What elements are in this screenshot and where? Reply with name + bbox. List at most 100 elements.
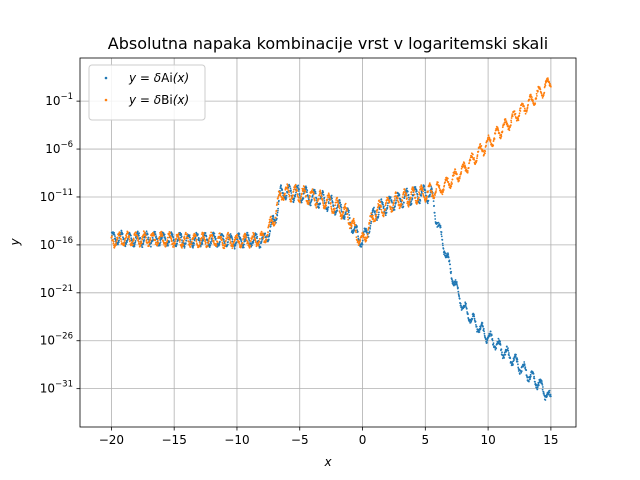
- data-point: [337, 202, 340, 205]
- data-point: [184, 242, 187, 245]
- data-point: [161, 233, 164, 236]
- data-point: [352, 217, 355, 220]
- data-point: [412, 190, 415, 193]
- data-point: [211, 237, 214, 240]
- data-point: [353, 221, 356, 224]
- data-point: [224, 244, 227, 247]
- data-point: [311, 189, 313, 192]
- data-point: [376, 219, 378, 222]
- data-point: [366, 231, 368, 234]
- legend: y = δAi(x)y = δBi(x): [88, 64, 206, 121]
- data-point: [536, 386, 539, 389]
- data-point: [330, 207, 333, 210]
- data-point: [519, 107, 522, 109]
- data-point: [384, 214, 387, 217]
- data-point: [391, 201, 393, 204]
- data-point: [376, 211, 378, 214]
- data-point: [329, 199, 331, 202]
- data-point: [290, 192, 293, 194]
- data-point: [424, 189, 427, 192]
- data-point: [500, 348, 503, 351]
- data-point: [250, 240, 252, 242]
- data-point: [394, 198, 396, 200]
- data-point: [171, 233, 174, 236]
- data-point: [471, 318, 474, 320]
- data-point: [133, 243, 136, 246]
- data-point: [293, 188, 296, 191]
- data-point: [131, 243, 134, 246]
- data-point: [442, 247, 445, 250]
- data-point: [375, 215, 378, 218]
- data-point: [407, 193, 410, 196]
- data-point: [159, 241, 162, 244]
- data-point: [400, 205, 402, 208]
- data-point: [189, 236, 191, 239]
- plot-frame: [79, 57, 577, 428]
- data-point: [225, 239, 227, 242]
- data-point: [503, 357, 506, 359]
- data-point: [467, 313, 469, 316]
- data-point: [343, 208, 346, 211]
- data-point: [498, 132, 501, 135]
- data-point: [377, 213, 380, 216]
- data-point: [232, 245, 235, 248]
- data-point: [541, 382, 543, 385]
- data-point: [520, 371, 523, 374]
- y-tick-base: 10: [40, 382, 55, 396]
- data-point: [433, 211, 436, 214]
- data-point: [490, 334, 493, 337]
- data-point: [361, 243, 364, 246]
- y-tick-label: 10−16: [40, 236, 73, 252]
- data-point: [173, 238, 175, 241]
- data-point: [510, 121, 513, 124]
- data-point: [474, 320, 477, 323]
- data-point: [313, 197, 315, 200]
- data-point: [220, 236, 223, 238]
- data-point: [465, 307, 468, 310]
- data-point: [156, 239, 159, 242]
- x-tick-label: 10: [480, 433, 495, 447]
- data-point: [111, 235, 113, 238]
- data-point: [344, 211, 347, 214]
- data-point: [497, 337, 500, 340]
- data-point: [391, 210, 394, 213]
- data-point: [135, 231, 138, 234]
- data-point: [526, 109, 528, 112]
- data-point: [325, 201, 328, 204]
- data-point: [438, 184, 441, 187]
- data-point: [342, 210, 345, 213]
- data-point: [471, 156, 474, 159]
- data-point: [547, 77, 549, 80]
- y-tick-exponent: −16: [55, 236, 73, 246]
- data-point: [345, 208, 348, 211]
- data-point: [400, 203, 403, 206]
- data-point: [285, 194, 288, 197]
- data-point: [224, 243, 227, 246]
- data-point: [127, 231, 129, 234]
- data-point: [493, 138, 496, 140]
- data-point: [376, 209, 379, 211]
- data-point: [320, 195, 323, 198]
- data-point: [145, 239, 148, 241]
- data-point: [441, 242, 444, 245]
- data-point: [142, 240, 145, 243]
- legend-label-prefix: y = δ: [128, 93, 161, 107]
- data-point: [292, 190, 295, 193]
- data-point: [119, 232, 121, 235]
- data-point: [340, 203, 342, 206]
- data-point: [367, 226, 370, 229]
- data-point: [284, 192, 286, 195]
- data-point: [420, 193, 422, 196]
- legend-label-func: Ai: [161, 71, 173, 85]
- data-point: [423, 185, 426, 188]
- data-point: [433, 196, 436, 199]
- data-point: [192, 237, 195, 240]
- data-point: [488, 137, 491, 140]
- y-tick-base: 10: [40, 238, 55, 252]
- y-tick-label: 10−1: [45, 92, 73, 108]
- data-point: [300, 195, 303, 198]
- data-point: [350, 225, 353, 228]
- data-point: [136, 230, 139, 233]
- data-point: [540, 380, 543, 382]
- data-point: [442, 191, 445, 193]
